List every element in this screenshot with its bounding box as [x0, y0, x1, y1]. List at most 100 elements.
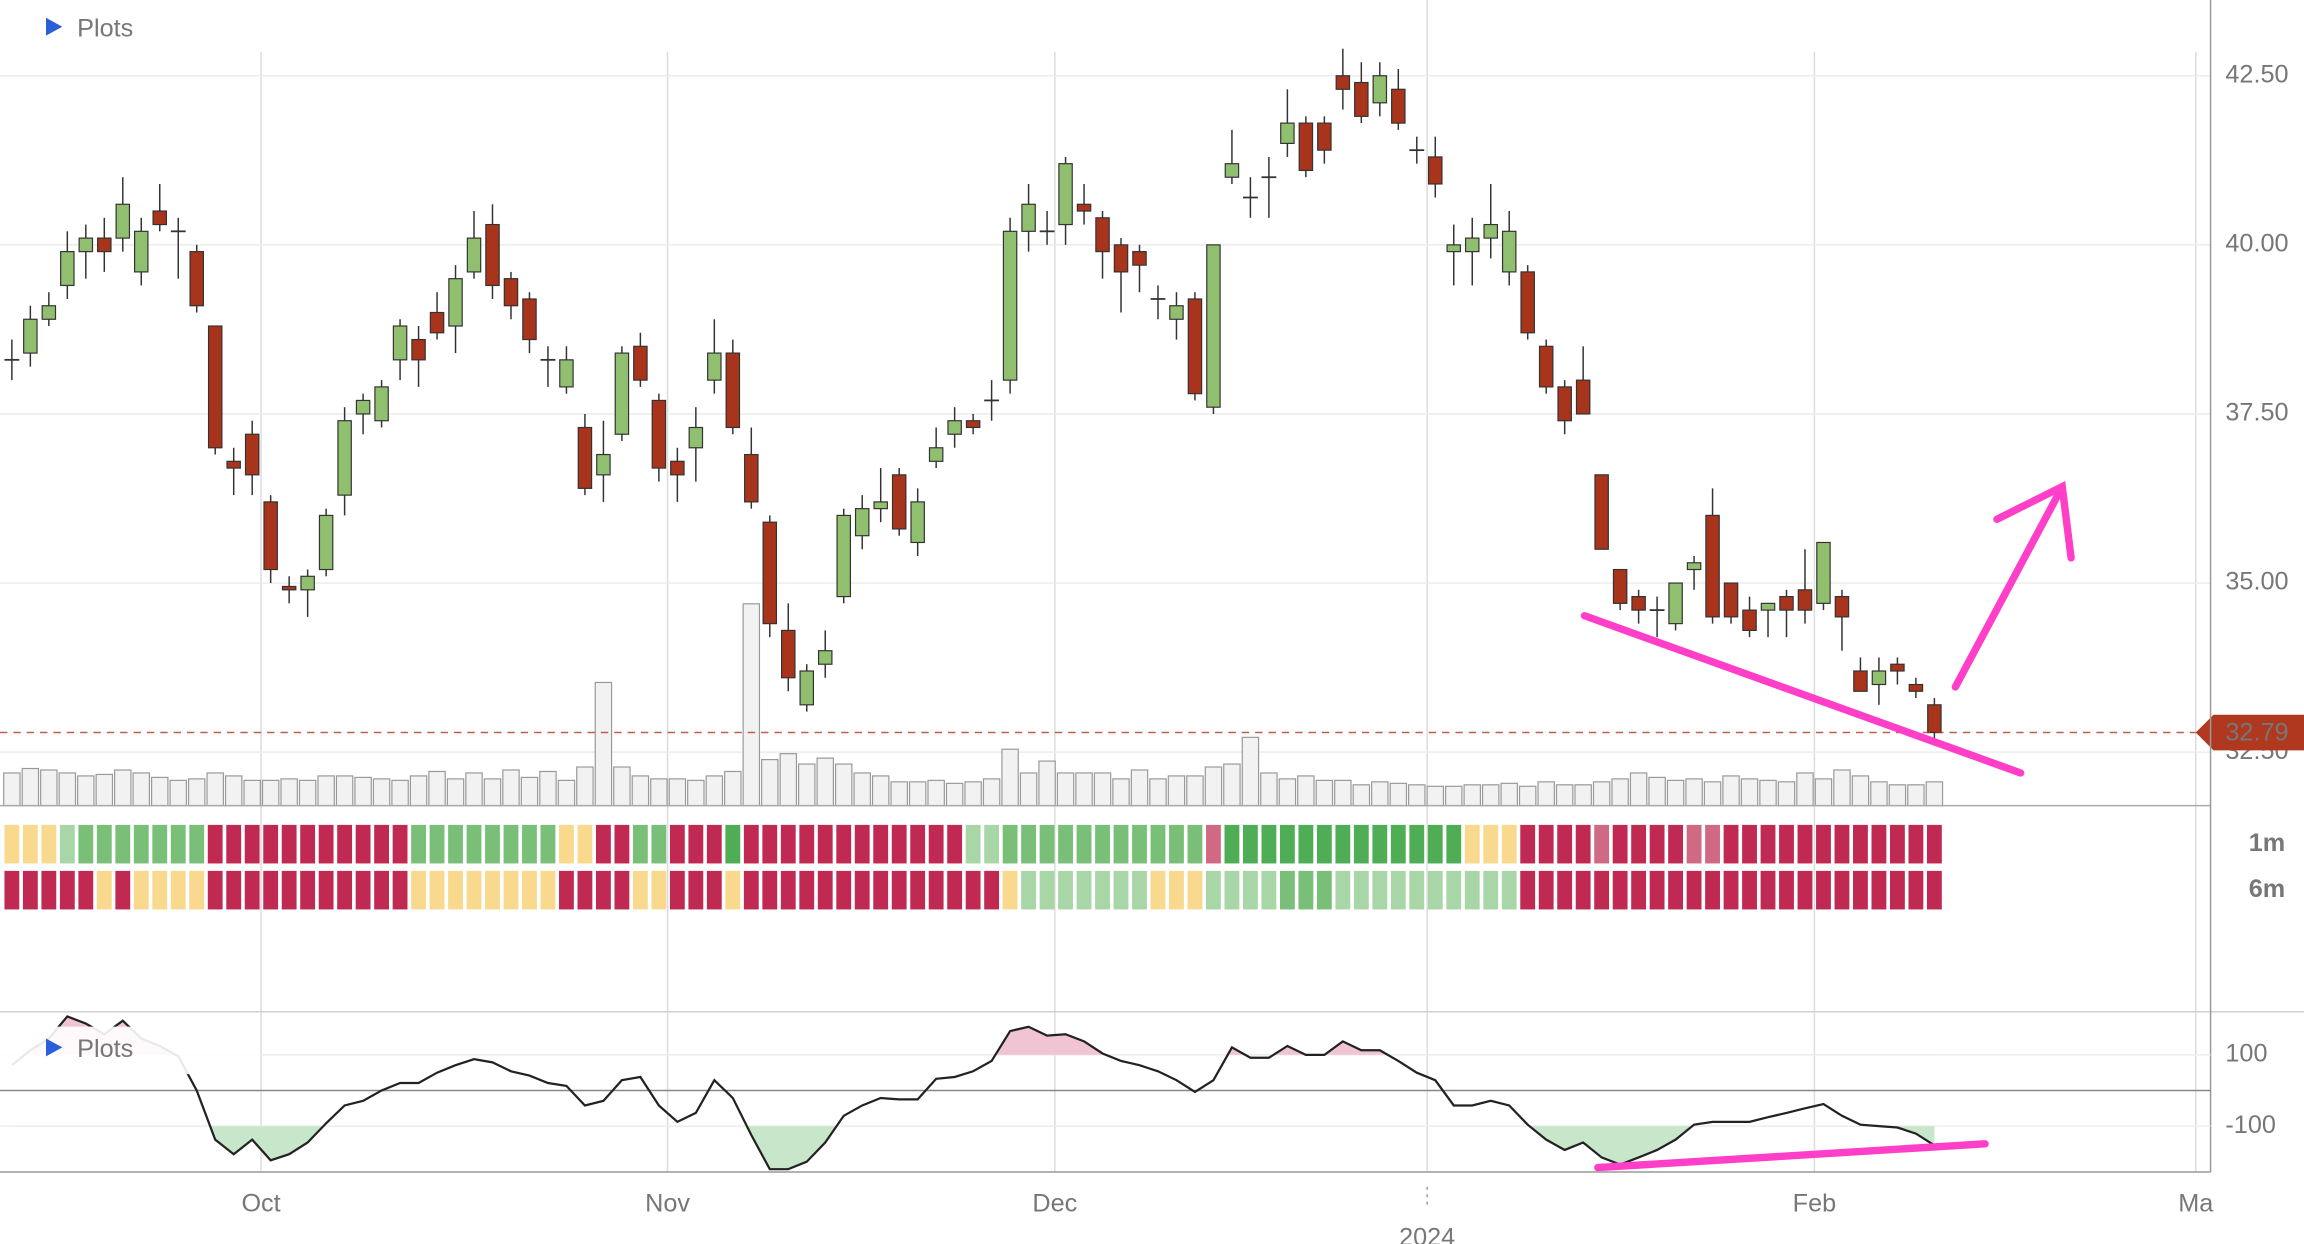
heat-cell	[1372, 870, 1388, 910]
heat-cell	[207, 824, 223, 864]
heat-cell	[965, 824, 981, 864]
legend-label: Plots	[77, 1035, 133, 1063]
y-tick-label: 35.00	[2225, 568, 2288, 596]
heat-cell	[725, 824, 741, 864]
heat-cell	[1889, 870, 1905, 910]
heat-cell	[189, 824, 205, 864]
heat-cell	[780, 870, 796, 910]
heat-cell	[4, 870, 20, 910]
heat-cell	[651, 824, 667, 864]
heat-cell	[540, 824, 556, 864]
heat-cell	[1816, 824, 1831, 864]
candle-body	[1631, 595, 1646, 611]
heat-cell	[1871, 870, 1887, 910]
heat-cell	[374, 870, 390, 910]
heat-cell	[1575, 824, 1591, 864]
heat-cell	[300, 870, 316, 910]
candle-body	[1853, 670, 1868, 692]
heat-cell	[522, 870, 537, 910]
candle-body	[688, 426, 704, 449]
heat-cell	[448, 870, 463, 910]
candle-body	[1668, 582, 1683, 625]
candle-body	[152, 210, 168, 226]
volume-bar	[132, 772, 151, 807]
candle-body	[799, 670, 815, 706]
heat-cell	[263, 824, 279, 864]
candle-body	[854, 508, 870, 537]
candle-body	[1391, 88, 1406, 124]
volume-bar	[1204, 766, 1223, 807]
heat-cell	[817, 870, 833, 910]
candle-body	[1095, 217, 1110, 253]
candle-body	[947, 420, 962, 435]
candle-body	[891, 474, 907, 530]
y-tick-label: 40.00	[2225, 230, 2288, 258]
candle-body	[928, 447, 944, 462]
volume-bar	[520, 776, 539, 807]
heat-cell	[466, 824, 482, 864]
volume-bar	[1740, 778, 1759, 807]
heat-cell	[928, 870, 944, 910]
heat-cell	[947, 824, 963, 864]
heat-cell	[1298, 824, 1314, 864]
heat-cell	[337, 870, 353, 910]
candle-body	[448, 278, 463, 327]
x-tick-label: Oct	[241, 1189, 280, 1217]
volume-bar	[761, 759, 779, 807]
candle-body	[374, 386, 389, 422]
heat-cell	[1686, 824, 1702, 864]
volume-bar	[409, 775, 428, 807]
volume-bar	[1685, 778, 1703, 807]
candle-body	[41, 305, 57, 320]
heat-cell	[1390, 824, 1406, 864]
heat-cell	[1021, 824, 1037, 864]
heat-cell	[1353, 824, 1369, 864]
candle-body	[1834, 595, 1850, 618]
volume-bar	[668, 778, 687, 807]
legend-box	[0, 5, 260, 54]
heat-cell	[1076, 824, 1092, 864]
heat-cell	[1705, 824, 1720, 864]
heat-cell	[1538, 824, 1554, 864]
volume-bar	[1925, 781, 1944, 807]
heat-cell	[1187, 824, 1203, 864]
heat-cell	[1853, 824, 1868, 864]
arrow-shaft	[1951, 488, 2063, 691]
volume-bar	[243, 779, 261, 807]
candle-body	[1483, 223, 1498, 239]
x-tick-label: Dec	[1032, 1189, 1077, 1217]
heat-cell	[115, 824, 131, 864]
heat-cell	[318, 870, 334, 910]
heat-cell	[96, 870, 112, 910]
heat-cell	[1353, 870, 1369, 910]
heat-cell	[1908, 870, 1924, 910]
candle-body	[189, 251, 204, 307]
heat-cell	[1594, 824, 1610, 864]
volume-bar	[151, 776, 169, 807]
heat-cell	[1723, 824, 1739, 864]
candle-body	[1723, 582, 1739, 618]
heat-cell	[614, 870, 630, 910]
volume-bar	[816, 757, 834, 807]
volume-bar	[1574, 784, 1592, 807]
volume-bar	[1500, 782, 1518, 807]
volume-bar	[3, 772, 21, 807]
candle-body	[429, 311, 445, 334]
heat-cell	[22, 870, 38, 910]
candle-body	[725, 352, 741, 429]
y-tick-label: 42.50	[2225, 60, 2288, 88]
candle-body	[559, 359, 574, 388]
heat-cell	[1575, 870, 1591, 910]
heat-cell	[1335, 870, 1351, 910]
volume-bar	[964, 781, 982, 807]
candle-body	[1538, 345, 1554, 388]
volume-bar	[224, 775, 243, 807]
heat-cell	[1279, 870, 1295, 910]
volume-bar	[1019, 772, 1038, 807]
volume-bar	[1629, 772, 1648, 807]
volume-bar	[1223, 763, 1241, 807]
volume-bar	[261, 779, 280, 807]
heat-cell	[780, 824, 796, 864]
